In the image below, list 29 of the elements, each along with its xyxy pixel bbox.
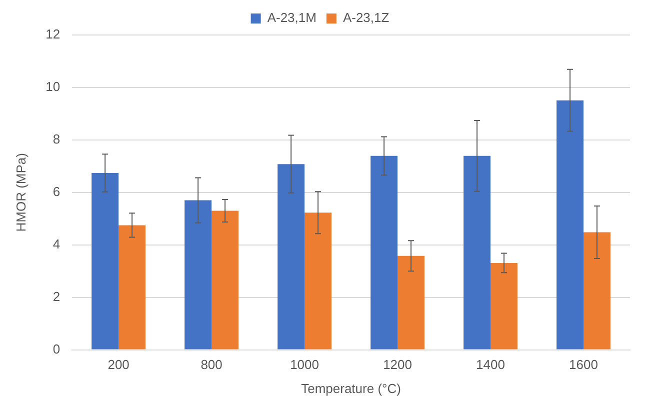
y-tick-label: 4 [52, 236, 60, 252]
x-tick-label: 1000 [290, 357, 319, 372]
y-tick-label: 10 [46, 79, 60, 94]
y-tick-label: 6 [52, 184, 60, 199]
y-tick-label: 12 [46, 26, 60, 42]
bar [464, 156, 491, 350]
x-tick-label: 1400 [476, 357, 505, 372]
x-tick-label: 200 [108, 357, 130, 372]
legend-label: A-23,1Z [342, 10, 390, 26]
bar [118, 225, 146, 350]
bar [212, 210, 239, 350]
y-tick-label: 0 [52, 341, 60, 356]
bar [184, 200, 212, 350]
x-axis-title: Temperature (°C) [301, 380, 401, 396]
bar [584, 232, 610, 350]
bar [304, 212, 332, 350]
x-tick-label: 1200 [383, 357, 412, 372]
bar [278, 164, 305, 350]
bar [92, 172, 119, 350]
y-tick-label: 2 [52, 288, 60, 304]
bar [398, 256, 424, 350]
y-tick-label: 8 [52, 132, 60, 147]
x-tick-label: 800 [200, 357, 222, 372]
bar [556, 100, 584, 350]
bar [490, 262, 518, 350]
x-tick-label: 1600 [569, 357, 598, 372]
legend-label: A-23,1M [267, 10, 316, 26]
y-axis-title: HMOR (MPa) [13, 153, 28, 232]
bar [370, 156, 398, 350]
